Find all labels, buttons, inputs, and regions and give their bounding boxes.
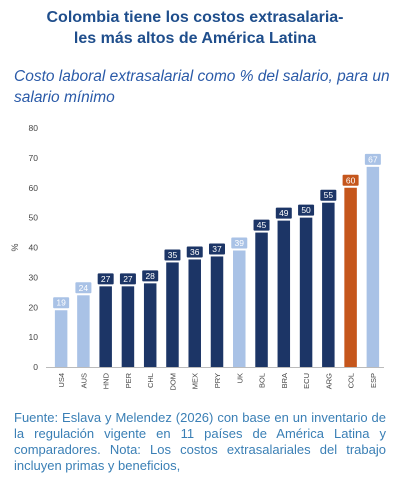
chart-title-line2: les más altos de América Latina — [73, 30, 317, 47]
y-tick-label: 70 — [29, 153, 39, 163]
data-label: 36 — [190, 247, 200, 257]
x-tick-label: COL — [347, 373, 356, 388]
x-tick-label: PER — [124, 372, 133, 388]
data-label: 24 — [79, 283, 89, 293]
x-tick-label: ARG — [324, 373, 333, 389]
data-label: 27 — [101, 274, 111, 284]
data-label-box — [253, 219, 270, 231]
y-tick-label: 40 — [29, 243, 39, 253]
data-label: 60 — [346, 175, 356, 185]
data-label: 67 — [368, 154, 378, 164]
y-tick-label: 10 — [29, 332, 39, 342]
y-axis-label: % — [10, 243, 20, 251]
bar-chart: 0 10 20 30 40 50 60 70 80% 19 24 27 27 28 35 36 37 39 45 4… — [0, 118, 405, 408]
data-label-box — [75, 282, 92, 294]
bar-bra — [277, 220, 291, 367]
x-tick-label: DOM — [168, 373, 177, 391]
x-tick-label: HND — [102, 372, 111, 389]
y-tick-label: 50 — [29, 213, 39, 223]
data-label-box — [342, 174, 359, 186]
data-label-box — [186, 246, 203, 258]
x-tick-label: PRY — [213, 373, 222, 388]
data-label-box — [142, 270, 159, 282]
y-tick-label: 30 — [29, 272, 39, 282]
y-tick-label: 60 — [29, 183, 39, 193]
chart-title-line1: Colombia tiene los costos extrasalaria- — [46, 9, 344, 26]
bar-pry — [210, 256, 224, 367]
data-label-box — [275, 207, 292, 219]
source-footnote: Fuente: Eslava y Melendez (2026) con bas… — [14, 410, 386, 473]
x-tick-label: MEX — [191, 373, 200, 389]
bar-col — [344, 187, 357, 367]
bar-per — [121, 286, 135, 367]
y-tick-label: 20 — [29, 302, 39, 312]
x-tick-label: ESP — [369, 373, 378, 388]
data-label: 35 — [168, 250, 178, 260]
x-tick-label: US4 — [57, 373, 66, 388]
data-label: 45 — [257, 220, 267, 230]
data-label: 28 — [145, 271, 155, 281]
data-label: 49 — [279, 208, 289, 218]
data-label-box — [53, 297, 70, 309]
data-label: 50 — [301, 205, 311, 215]
x-axis: US4 AUS HND PER CHL DOM MEX PRY UK BOL BRA ECU ARG CO… — [57, 372, 378, 390]
data-label: 55 — [324, 190, 334, 200]
bar-chart-svg: 0 10 20 30 40 50 60 70 80% 19 24 27 27 28 35 36 37 39 45 4… — [10, 123, 384, 391]
bar-mex — [188, 259, 201, 367]
bars: 19 24 27 27 28 35 36 37 39 45 49 50 55 60 67 — [53, 153, 381, 367]
bar-esp — [366, 166, 380, 367]
x-tick-label: BOL — [258, 373, 267, 388]
x-tick-label: AUS — [79, 373, 88, 388]
bar-uk — [233, 250, 246, 367]
y-tick-label: 80 — [29, 123, 39, 133]
bar-chl — [143, 283, 157, 367]
data-label-box — [364, 153, 381, 165]
data-label: 19 — [56, 298, 66, 308]
bar-dom — [166, 262, 179, 367]
chart-title: Colombia tiene los costos extrasalaria- … — [0, 7, 390, 49]
y-tick-label: 0 — [33, 362, 38, 372]
data-label-box — [231, 237, 248, 249]
bar-bol — [255, 232, 268, 367]
x-tick-label: CHL — [146, 373, 155, 388]
bar-arg — [322, 202, 335, 367]
data-label-box — [119, 273, 136, 285]
x-tick-label: BRA — [280, 373, 289, 388]
data-label-box — [209, 243, 225, 255]
x-tick-label: UK — [235, 373, 244, 383]
x-tick-label: ECU — [302, 373, 311, 389]
data-label: 37 — [212, 244, 222, 254]
data-label-box — [97, 273, 114, 285]
data-label: 27 — [123, 274, 133, 284]
bar-ecu — [299, 217, 313, 367]
bar-us4 — [54, 310, 68, 367]
chart-subtitle: Costo laboral extrasalarial como % del s… — [14, 68, 390, 106]
y-axis: 0 10 20 30 40 50 60 70 80% — [10, 123, 384, 372]
data-label-box — [298, 204, 315, 216]
bar-hnd — [99, 286, 112, 367]
data-label-box — [320, 189, 337, 201]
data-label: 39 — [235, 238, 245, 248]
data-label-box — [164, 249, 181, 261]
bar-aus — [77, 295, 90, 367]
